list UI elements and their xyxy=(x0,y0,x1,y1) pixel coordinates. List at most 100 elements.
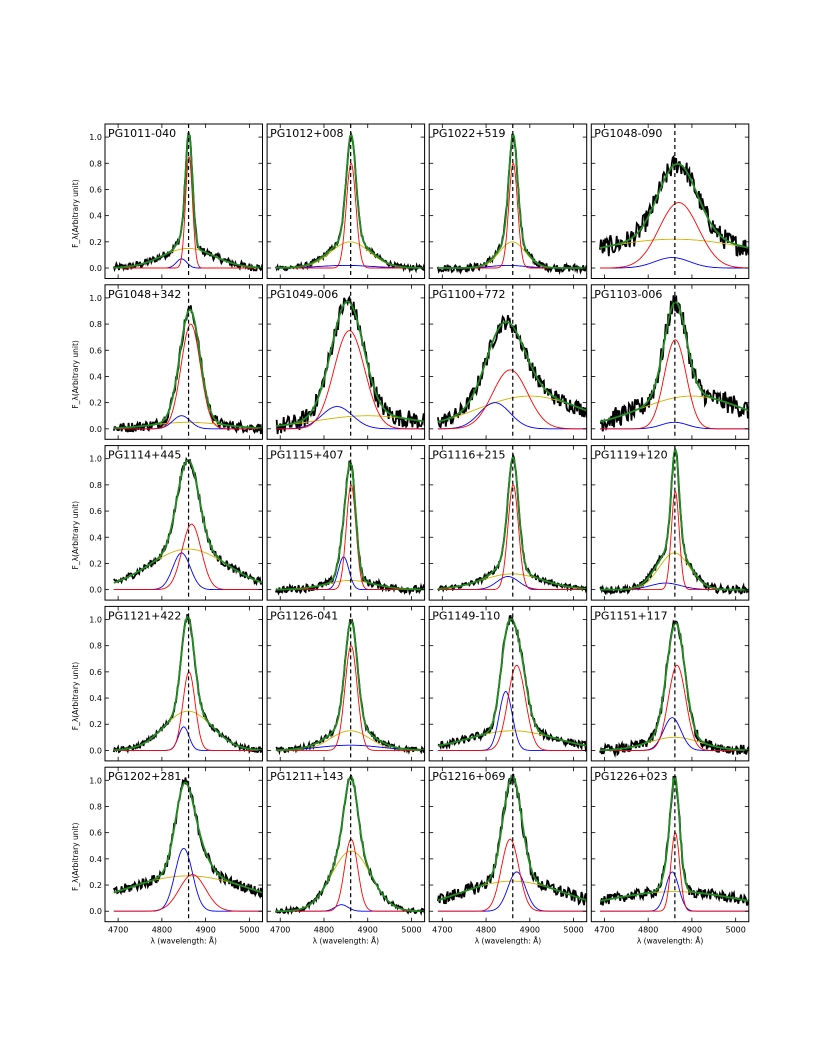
y-tick-label: 0.4 xyxy=(89,372,102,381)
panel-pg1126-041: PG1126-041 xyxy=(266,605,426,762)
panel-title: PG1100+772 xyxy=(432,288,505,301)
x-axis-label: λ (wavelength: Å) xyxy=(313,937,379,946)
narrow-component xyxy=(437,484,587,591)
y-tick-label: 0.2 xyxy=(89,881,102,890)
panel-title: PG1115+407 xyxy=(270,449,343,462)
plot-area xyxy=(599,775,749,912)
y-axis-label: F_λ(Arbitrary unit) xyxy=(71,662,80,731)
y-tick-label: 0.8 xyxy=(89,159,102,168)
x-axis-label: λ (wavelength: Å) xyxy=(637,937,703,946)
panel-frame xyxy=(428,445,588,601)
y-tick-label: 1.0 xyxy=(89,776,102,785)
y-tick-label: 0.8 xyxy=(89,320,102,329)
y-tick-label: 0.2 xyxy=(89,238,102,247)
x-tick-label: 4700 xyxy=(432,926,452,935)
y-tick-label: 0.0 xyxy=(89,746,102,755)
plot-area xyxy=(275,295,425,435)
x-tick-label: 5000 xyxy=(563,926,583,935)
narrow-component xyxy=(113,523,263,591)
x-tick-label: 5000 xyxy=(239,926,259,935)
observed-spectrum xyxy=(112,305,263,435)
plot-area xyxy=(275,460,425,596)
narrow-component xyxy=(275,645,425,751)
panel-title: PG1048-090 xyxy=(594,127,662,140)
broad-component xyxy=(437,402,587,430)
observed-spectrum xyxy=(113,456,263,587)
x-tick-label: 4700 xyxy=(108,926,128,935)
panel-pg1103-006: PG1103-006 xyxy=(590,284,750,440)
x-tick-label: 4900 xyxy=(682,926,702,935)
panel-frame xyxy=(104,605,263,762)
panel-pg1151+117: PG1151+117 xyxy=(590,605,750,762)
y-tick-label: 0.0 xyxy=(89,907,102,916)
y-tick-label: 0.8 xyxy=(89,642,102,651)
plot-area xyxy=(599,447,749,596)
plot-area xyxy=(275,618,425,756)
observed-spectrum xyxy=(599,154,749,257)
panel-title: PG1048+342 xyxy=(108,288,181,301)
total-fit xyxy=(599,163,749,249)
panel-pg1048-090: PG1048-090 xyxy=(590,123,750,279)
plot-area xyxy=(113,456,263,591)
y-tick-label: 1.0 xyxy=(89,615,102,624)
panel-title: PG1012+008 xyxy=(270,127,343,140)
panel-pg1048+342: 0.0 0.2 0.4 0.6 0.8 1.0 PG1048+342 F_λ(Arbitrar… xyxy=(71,284,263,440)
narrow-component xyxy=(600,339,749,430)
plot-area xyxy=(599,295,749,432)
observed-spectrum xyxy=(275,295,425,435)
observed-spectrum xyxy=(599,295,749,432)
panel-frame xyxy=(428,766,588,923)
x-tick-label: 4800 xyxy=(476,926,496,935)
panel-pg1211+143: 4700 4800 4900 5000 PG1211+143 λ (wavelength:… xyxy=(266,766,426,946)
plot-area xyxy=(437,773,587,912)
panel-pg1119+120: PG1119+120 xyxy=(590,445,750,601)
plot-area xyxy=(275,132,425,274)
plot-area xyxy=(437,133,587,276)
total-fit xyxy=(113,131,263,269)
total-fit xyxy=(275,300,425,427)
x-axis-label: λ (wavelength: Å) xyxy=(151,937,217,946)
panel-pg1012+008: PG1012+008 xyxy=(266,123,426,279)
y-tick-label: 0.6 xyxy=(89,346,102,355)
panel-frame xyxy=(266,284,426,440)
plot-area xyxy=(437,452,587,594)
panel-frame xyxy=(590,445,750,601)
y-tick-label: 0.8 xyxy=(89,481,102,490)
total-fit xyxy=(437,456,587,590)
panel-pg1216+069: 4700 4800 4900 5000 PG1216+069 λ (wavelength:… xyxy=(428,766,588,946)
panel-title: PG1216+069 xyxy=(432,770,505,783)
panel-pg1202+281: 4700 4800 4900 5000 0.0 0.2 0.4 0.6 0.8 1.0 PG1202… xyxy=(71,766,263,946)
y-tick-label: 1.0 xyxy=(89,133,102,142)
observed-spectrum xyxy=(112,777,263,900)
y-tick-label: 0.8 xyxy=(89,802,102,811)
panel-title: PG1211+143 xyxy=(270,770,343,783)
panel-pg1149-110: PG1149-110 xyxy=(428,605,588,762)
y-axis-label: F_λ(Arbitrary unit) xyxy=(71,179,80,248)
x-axis-label: λ (wavelength: Å) xyxy=(475,937,541,946)
x-tick-label: 4700 xyxy=(594,926,614,935)
y-axis-label: F_λ(Arbitrary unit) xyxy=(71,501,80,570)
y-tick-label: 0.6 xyxy=(89,829,102,838)
y-tick-label: 0.4 xyxy=(89,533,102,542)
plot-area xyxy=(437,614,587,753)
y-tick-label: 0.4 xyxy=(89,212,102,221)
total-fit xyxy=(437,618,587,747)
x-tick-label: 4800 xyxy=(152,926,172,935)
y-tick-label: 0.6 xyxy=(89,507,102,516)
y-axis-label: F_λ(Arbitrary unit) xyxy=(71,823,80,892)
panel-title: PG1126-041 xyxy=(270,609,338,622)
panel-frame xyxy=(266,766,426,923)
panel-pg1114+445: 0.0 0.2 0.4 0.6 0.8 1.0 PG1114+445 F_λ(Arbitrar… xyxy=(71,445,263,601)
observed-spectrum xyxy=(275,460,425,596)
y-tick-label: 0.4 xyxy=(89,855,102,864)
panel-frame xyxy=(590,766,750,923)
x-tick-label: 5000 xyxy=(401,926,421,935)
total-fit xyxy=(113,781,263,894)
narrow-component xyxy=(113,874,263,912)
y-tick-label: 0.2 xyxy=(89,559,102,568)
panel-pg1226+023: 4700 4800 4900 5000 PG1226+023 λ (wavelength:… xyxy=(590,766,750,946)
panel-frame xyxy=(428,605,588,762)
panel-frame xyxy=(104,284,263,440)
total-fit xyxy=(437,321,587,423)
